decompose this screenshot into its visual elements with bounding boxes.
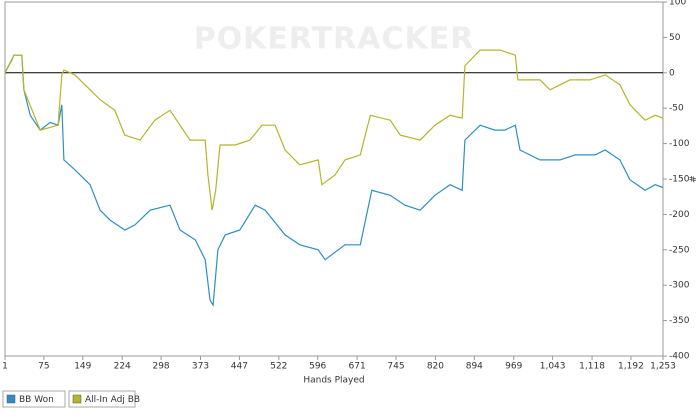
x-tick-label: 745 (387, 362, 404, 372)
legend-swatch (72, 394, 82, 404)
watermark: POKERTRACKER (194, 22, 475, 57)
y-tick-label: -300 (669, 281, 690, 291)
x-tick-label: 894 (466, 362, 483, 372)
series-line (4, 49, 664, 211)
y-tick-label: 0 (669, 68, 675, 78)
legend-label: All-In Adj BB (85, 395, 140, 405)
y-tick-label: -400 (669, 352, 690, 362)
y-tick-label: -200 (669, 210, 690, 220)
series-line (4, 54, 664, 307)
y-tick-label: -50 (669, 104, 684, 114)
x-tick-label: 224 (114, 362, 131, 372)
x-tick-label: 1,253 (650, 362, 676, 372)
x-tick-label: 1,118 (579, 362, 605, 372)
legend-swatch (6, 394, 16, 404)
x-tick-label: 820 (427, 362, 444, 372)
y-tick-label: -100 (669, 139, 690, 149)
y-axis-label: # (687, 175, 697, 183)
legend-label: BB Won (19, 395, 54, 405)
y-tick-label: -250 (669, 245, 690, 255)
x-tick-label: 149 (74, 362, 91, 372)
x-tick-label: 596 (309, 362, 326, 372)
x-tick-label: 1,043 (540, 362, 566, 372)
y-tick-label: 50 (669, 33, 681, 43)
y-tick-label: -150 (669, 175, 690, 185)
legend-item-frame (68, 390, 136, 408)
y-tick-label: -350 (669, 316, 690, 326)
x-tick-label: 298 (152, 362, 169, 372)
x-tick-label: 447 (231, 362, 248, 372)
x-tick-label: 75 (38, 362, 49, 372)
legend-item-frame (2, 390, 66, 408)
x-tick-label: 373 (192, 362, 209, 372)
x-tick-label: 1 (2, 362, 8, 372)
x-tick-label: 522 (270, 362, 287, 372)
y-tick-label: 100 (669, 0, 686, 8)
legend: BB Won All-In Adj BB (2, 390, 140, 408)
x-axis-label: Hands Played (303, 376, 364, 386)
x-tick-label: 1,192 (618, 362, 644, 372)
x-tick-label: 671 (349, 362, 366, 372)
x-tick-label: 969 (505, 362, 522, 372)
